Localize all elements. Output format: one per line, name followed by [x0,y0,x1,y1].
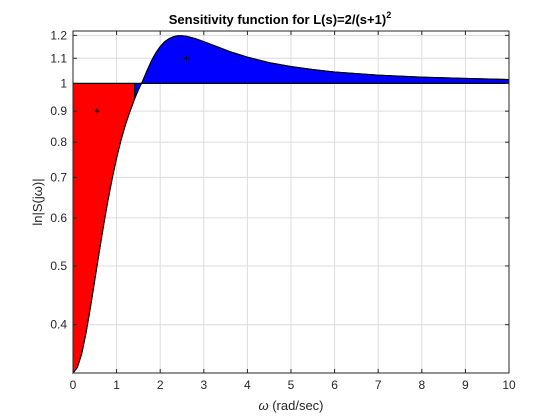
y-axis-label: ln|S(jω)| [30,178,45,225]
x-tick-label: 10 [502,378,516,392]
y-tick-label: 0.4 [50,318,67,332]
region-markers [94,55,189,114]
x-tick-label: 4 [244,378,251,392]
chart-title: Sensitivity function for L(s)=2/(s+1)2 [169,10,391,27]
x-tick-label: 7 [375,378,382,392]
y-tick-label: 0.5 [50,259,67,273]
y-tick-label: 1.2 [50,28,67,42]
x-tick-label: 1 [113,378,120,392]
y-tick-label: 1.1 [50,51,67,65]
x-tick-label: 0 [70,378,77,392]
x-axis-label: ω (rad/sec) [258,398,323,413]
x-tick-label: 9 [462,378,469,392]
x-tick-label: 8 [418,378,425,392]
area-region [134,35,510,100]
area-region [72,82,136,375]
y-tick-label: 0.7 [50,170,67,184]
y-tick-label: 0.6 [50,211,67,225]
y-axis-ticks: 0.4 0.5 0.6 0.7 0.8 0.9 1 1.1 1.2 [50,28,509,332]
x-axis-ticks: 0 1 2 3 4 5 6 7 8 9 10 [70,31,516,392]
y-tick-label: 1 [60,76,67,90]
x-tick-label: 2 [157,378,164,392]
x-tick-label: 5 [288,378,295,392]
sensitivity-curve [72,35,510,374]
y-tick-label: 0.9 [50,104,67,118]
y-tick-label: 0.8 [50,135,67,149]
x-tick-label: 6 [331,378,338,392]
area-fills [72,35,510,375]
x-tick-label: 3 [200,378,207,392]
